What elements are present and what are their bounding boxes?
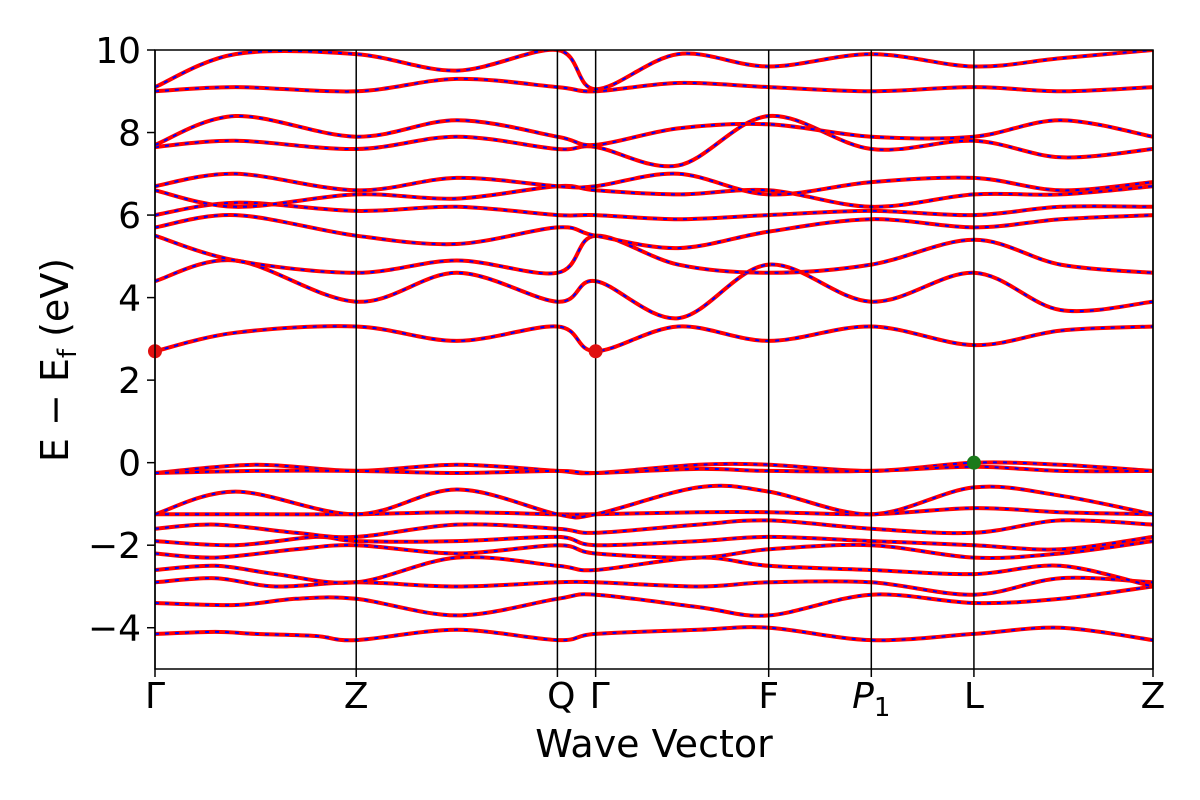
band-19-dashed bbox=[155, 114, 1153, 147]
y-tick-label-7: 10 bbox=[95, 31, 141, 72]
x-tick-label-2: Q bbox=[547, 676, 575, 717]
x-tick-label-7: Z bbox=[1141, 676, 1166, 717]
x-tick-label-4: F bbox=[758, 676, 779, 717]
band-16-dashed bbox=[155, 184, 1153, 208]
x-tick-label-1: Z bbox=[344, 676, 369, 717]
y-tick-label-6: 8 bbox=[118, 114, 141, 155]
vbm-marker-2 bbox=[966, 455, 981, 470]
y-axis-title-sub: f bbox=[53, 348, 83, 358]
band-13-dashed bbox=[155, 234, 1153, 275]
plot-frame bbox=[154, 49, 1154, 670]
y-ticks: −4 −2 0 2 4 6 8 10 bbox=[88, 31, 155, 650]
band-1-dashed bbox=[155, 585, 1153, 617]
y-tick-label-5: 6 bbox=[118, 196, 141, 237]
y-axis-title: E − Ef (eV) bbox=[33, 258, 83, 462]
band-3-dashed bbox=[155, 556, 1153, 588]
y-axis-title-main: E − E bbox=[33, 358, 77, 462]
band-20-solid bbox=[155, 76, 1153, 94]
band-15-dashed bbox=[155, 201, 1153, 221]
band-8-solid bbox=[155, 483, 1153, 520]
x-ticks: Γ Z Q Γ F P1 L Z bbox=[145, 669, 1165, 723]
x-axis-title: Wave Vector bbox=[535, 722, 773, 766]
y-tick-label-1: −2 bbox=[88, 526, 141, 567]
y-tick-label-0: −4 bbox=[88, 609, 141, 650]
band-11-dashed bbox=[155, 325, 1153, 353]
cbm-marker-1 bbox=[588, 344, 603, 359]
extrema-markers bbox=[148, 344, 981, 470]
y-tick-label-3: 2 bbox=[118, 361, 141, 402]
band-12-dashed bbox=[155, 259, 1153, 320]
x-tick-label-5: P1 bbox=[852, 676, 890, 723]
y-axis-title-unit: (eV) bbox=[33, 258, 77, 349]
band-7-dashed bbox=[155, 507, 1153, 516]
x-tick-label-3: Γ bbox=[590, 676, 610, 717]
band-21-dashed bbox=[155, 50, 1153, 91]
band-17-dashed bbox=[155, 172, 1153, 196]
x-tick-label-0: Γ bbox=[145, 676, 165, 717]
y-tick-label-4: 4 bbox=[118, 279, 141, 320]
y-tick-label-2: 0 bbox=[118, 444, 141, 485]
band-18-dashed bbox=[155, 114, 1153, 168]
band-14-dashed bbox=[155, 214, 1153, 250]
plot-background bbox=[155, 50, 1153, 669]
x-tick-label-6: L bbox=[964, 676, 984, 717]
